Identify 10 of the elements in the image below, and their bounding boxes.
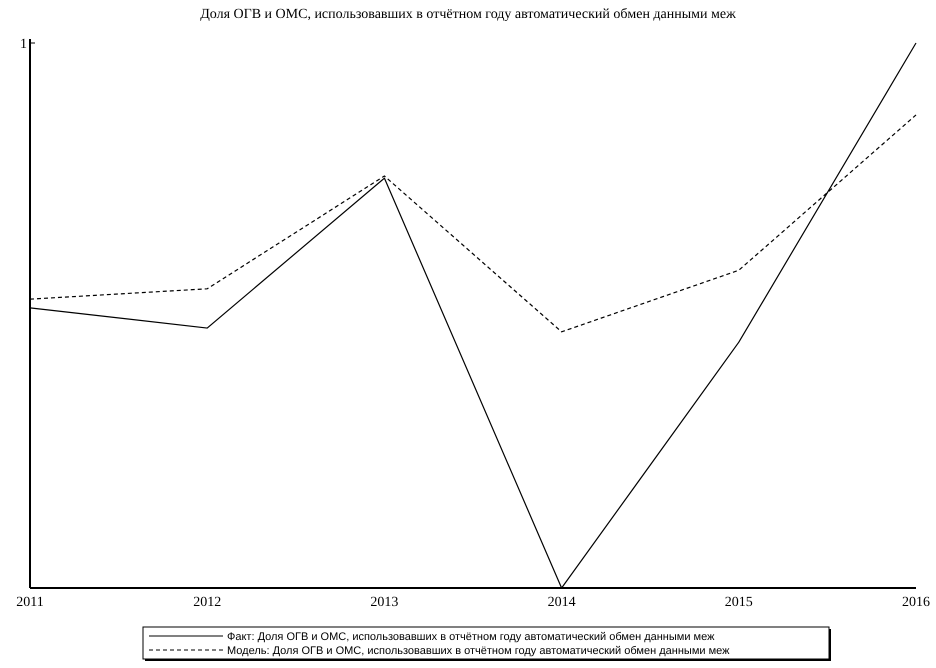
x-tick-label: 2013	[370, 595, 398, 610]
x-tick-label: 2016	[902, 595, 930, 610]
text: 1	[20, 37, 27, 52]
x-tick-label: 2012	[193, 595, 222, 610]
x-tick-label: 2015	[724, 595, 753, 610]
chart-title: Доля ОГВ и ОМС, использовавших в отчётном году автоматический обмен данными меж	[200, 7, 736, 22]
x-tick-label: 2011	[16, 595, 44, 610]
text: Факт: Доля ОГВ и ОМС, использовавших в отчётном году автоматический обмен данными меж	[227, 631, 716, 643]
x-tick-label: 2014	[548, 595, 576, 610]
text: Модель: Доля ОГВ и ОМС, использовавших в отчётном году автоматический обмен данными меж	[227, 645, 730, 657]
